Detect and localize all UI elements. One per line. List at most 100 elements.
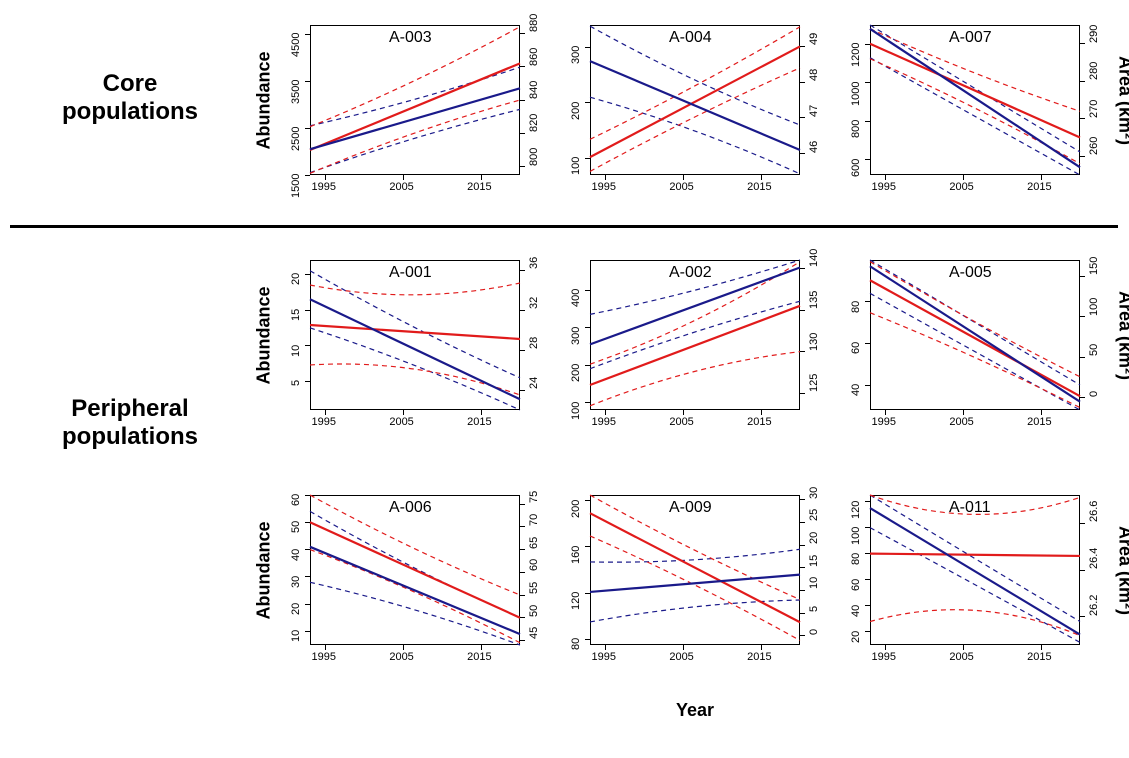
y-left-tick bbox=[585, 639, 590, 640]
plot-periph-a009: A-00919952005201580120160200051015202530 bbox=[590, 495, 800, 645]
plot-core-a003: A-00319952005201515002500350045008008208… bbox=[310, 25, 520, 175]
x-tick bbox=[403, 645, 404, 650]
y-right-tick bbox=[520, 100, 525, 101]
y-right-tick bbox=[800, 522, 805, 523]
y-left-tick bbox=[865, 527, 870, 528]
y-right-tick bbox=[520, 572, 525, 573]
y-left-tick-label: 1000 bbox=[850, 82, 862, 106]
x-tick bbox=[481, 410, 482, 415]
y-left-tick-label: 40 bbox=[850, 605, 862, 617]
y-left-tick bbox=[305, 345, 310, 346]
y-right-tick bbox=[800, 153, 805, 154]
abundance-trend-line bbox=[590, 268, 800, 345]
plot-lines bbox=[590, 25, 800, 175]
x-tick bbox=[403, 175, 404, 180]
y-right-tick-label: 280 bbox=[1088, 62, 1100, 80]
y-left-tick-label: 80 bbox=[850, 553, 862, 565]
y-left-tick bbox=[585, 365, 590, 366]
y-right-tick bbox=[520, 350, 525, 351]
y-left-tick bbox=[585, 290, 590, 291]
area-ci-line bbox=[590, 536, 800, 641]
area-ci-line bbox=[870, 610, 1080, 636]
plot-periph-a011: A-0111995200520152040608010012026.226.42… bbox=[870, 495, 1080, 645]
y-left-tick-label: 800 bbox=[850, 120, 862, 138]
y-left-tick bbox=[865, 121, 870, 122]
y-right-tick bbox=[1080, 357, 1085, 358]
x-tick-label: 2015 bbox=[1027, 416, 1051, 428]
y-right-tick-label: 70 bbox=[528, 514, 540, 526]
y-left-tick bbox=[305, 381, 310, 382]
abundance-trend-line bbox=[590, 575, 800, 592]
abundance-ci-line bbox=[590, 549, 800, 562]
y-right-axis-label: Area (km²) bbox=[1115, 41, 1129, 161]
x-tick bbox=[963, 645, 964, 650]
y-left-tick bbox=[865, 82, 870, 83]
y-left-tick bbox=[305, 310, 310, 311]
core-group-label: Core populations bbox=[0, 70, 260, 125]
y-right-tick bbox=[520, 526, 525, 527]
y-left-tick-label: 50 bbox=[290, 521, 302, 533]
y-right-tick-label: 0 bbox=[808, 629, 820, 635]
y-right-tick-label: 32 bbox=[528, 297, 540, 309]
x-tick bbox=[403, 410, 404, 415]
x-tick-label: 2015 bbox=[747, 416, 771, 428]
y-right-tick bbox=[800, 310, 805, 311]
y-right-tick bbox=[520, 617, 525, 618]
y-right-tick bbox=[1080, 43, 1085, 44]
y-left-tick-label: 200 bbox=[570, 500, 582, 518]
x-tick bbox=[325, 175, 326, 180]
y-right-tick bbox=[800, 46, 805, 47]
y-left-tick-label: 5 bbox=[290, 380, 302, 386]
y-left-tick bbox=[865, 44, 870, 45]
y-right-tick bbox=[520, 166, 525, 167]
y-left-tick-label: 100 bbox=[570, 157, 582, 175]
y-right-tick-label: 28 bbox=[528, 337, 540, 349]
y-left-tick-label: 20 bbox=[290, 603, 302, 615]
abundance-ci-line bbox=[870, 25, 1080, 152]
abundance-trend-line bbox=[590, 61, 800, 150]
plot-lines bbox=[590, 495, 800, 645]
x-tick-label: 2005 bbox=[949, 651, 973, 663]
abundance-ci-line bbox=[310, 328, 520, 410]
y-left-tick-label: 80 bbox=[850, 301, 862, 313]
x-tick bbox=[761, 645, 762, 650]
x-tick bbox=[605, 410, 606, 415]
x-tick-label: 1995 bbox=[312, 416, 336, 428]
y-left-tick bbox=[865, 343, 870, 344]
area-trend-line bbox=[870, 554, 1080, 556]
y-right-tick-label: 10 bbox=[808, 577, 820, 589]
y-right-tick-label: 150 bbox=[1088, 257, 1100, 275]
y-right-tick-label: 55 bbox=[528, 582, 540, 594]
x-tick-label: 2015 bbox=[747, 651, 771, 663]
y-right-tick bbox=[800, 351, 805, 352]
y-left-tick bbox=[305, 274, 310, 275]
plot-lines bbox=[590, 260, 800, 410]
y-right-tick-label: 75 bbox=[528, 491, 540, 503]
peripheral-label-line1: Peripheral bbox=[0, 395, 260, 423]
x-tick-label: 2005 bbox=[389, 416, 413, 428]
x-tick bbox=[761, 175, 762, 180]
y-right-tick bbox=[1080, 616, 1085, 617]
abundance-ci-line bbox=[870, 528, 1080, 643]
area-trend-line bbox=[870, 44, 1080, 138]
x-tick bbox=[1041, 175, 1042, 180]
y-left-tick-label: 600 bbox=[850, 159, 862, 177]
y-left-tick bbox=[305, 549, 310, 550]
y-right-tick-label: 15 bbox=[808, 554, 820, 566]
y-left-tick-label: 20 bbox=[290, 273, 302, 285]
x-tick-label: 1995 bbox=[312, 651, 336, 663]
y-right-tick-label: 140 bbox=[808, 249, 820, 267]
abundance-ci-line bbox=[870, 260, 1080, 385]
y-left-tick bbox=[865, 605, 870, 606]
y-left-tick bbox=[585, 402, 590, 403]
area-ci-line bbox=[590, 27, 800, 139]
plot-lines bbox=[310, 495, 520, 645]
x-tick-label: 1995 bbox=[592, 416, 616, 428]
abundance-ci-line bbox=[870, 495, 1080, 622]
y-right-tick bbox=[520, 66, 525, 67]
abundance-ci-line bbox=[310, 271, 520, 378]
x-tick-label: 2015 bbox=[467, 181, 491, 193]
y-right-tick-label: 24 bbox=[528, 377, 540, 389]
x-tick bbox=[963, 175, 964, 180]
x-tick bbox=[683, 410, 684, 415]
